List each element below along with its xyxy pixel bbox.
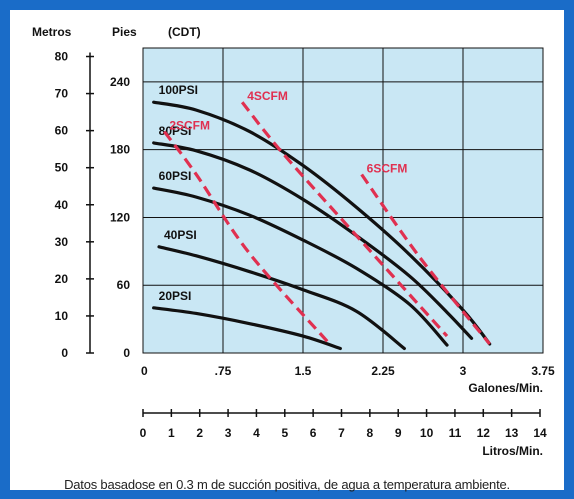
meters-tick-label-0: 0 [61,346,68,360]
series-label-40psi: 40PSI [164,228,197,242]
ft-tick-label-4: 240 [110,75,130,89]
tdh-axis-header: (CDT) [168,25,201,39]
meters-tick-label-2: 20 [55,272,69,286]
liters-tick-label-0: 0 [140,426,147,440]
liters-tick-label-8: 8 [367,426,374,440]
meters-tick-label-8: 80 [55,50,69,64]
series-label-100psi: 100PSI [159,83,198,97]
ft-tick-label-1: 60 [117,278,131,292]
series-label-20psi: 20PSI [159,289,192,303]
series-line-2scfm [163,130,331,346]
ft-tick-label-0: 0 [123,346,130,360]
liters-tick-label-6: 6 [310,426,317,440]
meters-tick-label-3: 30 [55,235,69,249]
series-line-40psi [157,245,406,351]
meters-tick-label-6: 60 [55,124,69,138]
x-tick-label-2: 1.5 [295,364,312,378]
series-label-60psi: 60PSI [159,169,192,183]
liters-tick-label-4: 4 [253,426,260,440]
x-tick-label-0: 0 [141,364,148,378]
liters-tick-label-12: 12 [477,426,491,440]
series-label-2scfm: 2SCFM [169,119,210,133]
liters-axis-label: Litros/Min. [482,444,543,458]
feet-axis-header: Pies [112,25,137,39]
x-tick-label-5: 3.75 [531,364,555,378]
x-tick-label-4: 3 [460,364,467,378]
liters-tick-label-5: 5 [281,426,288,440]
series-line-60psi [152,186,449,347]
series-label-4scfm: 4SCFM [247,89,288,103]
meters-tick-label-7: 70 [55,87,69,101]
x-tick-label-3: 2.25 [371,364,395,378]
series-line-6scfm [360,173,491,345]
meters-tick-label-5: 50 [55,161,69,175]
liters-tick-label-7: 7 [338,426,345,440]
meters-axis-header: Metros [32,25,72,39]
liters-tick-label-11: 11 [449,426,462,440]
series-line-80psi [152,141,474,340]
liters-tick-label-13: 13 [505,426,519,440]
series-line-4scfm [240,101,449,338]
liters-tick-label-1: 1 [168,426,175,440]
meters-tick-label-4: 40 [55,198,69,212]
ft-tick-label-3: 180 [110,143,130,157]
liters-tick-label-2: 2 [196,426,203,440]
liters-tick-label-10: 10 [420,426,434,440]
liters-tick-label-3: 3 [225,426,232,440]
series-line-20psi [152,306,342,351]
liters-tick-label-9: 9 [395,426,402,440]
series-label-6scfm: 6SCFM [367,162,408,176]
meters-tick-label-1: 10 [55,309,69,323]
x-tick-label-1: .75 [215,364,232,378]
footnote: Datos basadose en 0.3 m de succión posit… [64,477,510,492]
ft-tick-label-2: 120 [110,210,130,224]
x-axis-label: Galones/Min. [468,381,543,395]
liters-tick-label-14: 14 [533,426,547,440]
